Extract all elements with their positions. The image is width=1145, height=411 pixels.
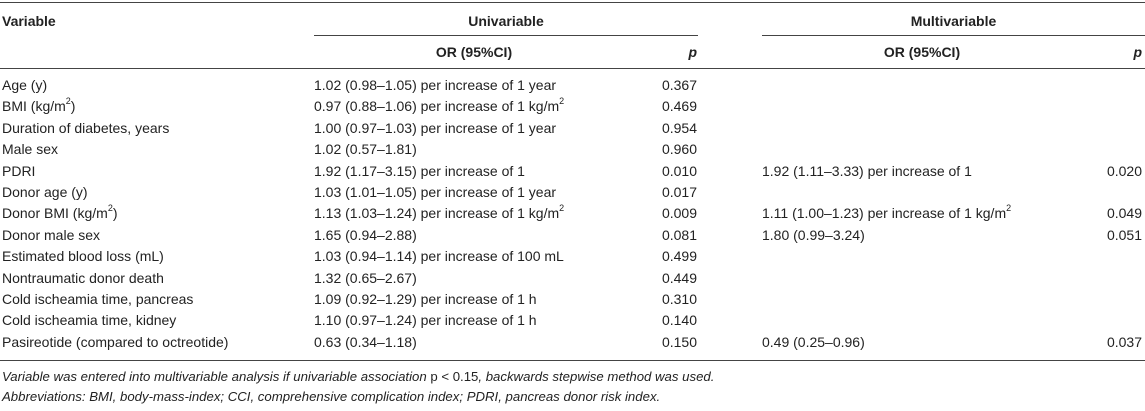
multivariable-underline: [762, 35, 1145, 36]
cell-uni-p: 0.017: [661, 184, 697, 200]
cell-variable: Duration of diabetes, years: [2, 120, 170, 136]
cell-uni-p: 0.499: [661, 248, 697, 264]
cell-variable: Cold ischeamia time, kidney: [2, 312, 177, 328]
cell-uni-p: 0.010: [661, 163, 697, 179]
header-uni-p: p: [688, 44, 697, 60]
cell-multi-p: 0.037: [1106, 334, 1142, 350]
cell-variable: Age (y): [2, 77, 48, 93]
table-bottom-rule: [0, 360, 1145, 361]
cell-uni-p: 0.081: [661, 227, 697, 243]
cell-variable: BMI (kg/m2): [2, 96, 76, 114]
cell-multi-or: 1.11 (1.00–1.23) per increase of 1 kg/m2: [762, 203, 1012, 221]
cell-uni-or: 1.13 (1.03–1.24) per increase of 1 kg/m2: [314, 203, 565, 221]
cell-variable: Male sex: [2, 141, 59, 157]
cell-uni-p: 0.449: [661, 270, 697, 286]
cell-multi-or: 1.92 (1.11–3.33) per increase of 1: [762, 163, 972, 179]
cell-variable: Estimated blood loss (mL): [2, 248, 164, 264]
cell-uni-p: 0.150: [661, 334, 697, 350]
cell-multi-p: 0.051: [1106, 227, 1142, 243]
header-uni-or-ci: OR (95%CI): [435, 44, 513, 60]
cell-uni-or: 1.65 (0.94–2.88): [314, 227, 417, 243]
cell-variable: Nontraumatic donor death: [2, 270, 164, 286]
cell-uni-or: 0.63 (0.34–1.18): [314, 334, 417, 350]
header-multi-or-ci: OR (95%CI): [883, 44, 961, 60]
cell-uni-or: 1.09 (0.92–1.29) per increase of 1 h: [314, 291, 537, 307]
cell-variable: Donor BMI (kg/m2): [2, 203, 118, 221]
cell-uni-p: 0.310: [661, 291, 697, 307]
cell-uni-p: 0.367: [661, 77, 697, 93]
cell-uni-p: 0.009: [661, 205, 697, 221]
cell-uni-or: 1.02 (0.98–1.05) per increase of 1 year: [314, 77, 557, 93]
cell-uni-or: 0.97 (0.88–1.06) per increase of 1 kg/m2: [314, 96, 565, 114]
table-top-rule: [0, 2, 1145, 3]
cell-multi-or: 1.80 (0.99–3.24): [762, 227, 865, 243]
cell-multi-p: 0.049: [1106, 205, 1142, 221]
cell-uni-or: 1.02 (0.57–1.81): [314, 141, 417, 157]
univariable-underline: [314, 35, 698, 36]
cell-uni-or: 1.00 (0.97–1.03) per increase of 1 year: [314, 120, 557, 136]
footnote-method: Variable was entered into multivariable …: [2, 369, 715, 384]
cell-uni-or: 1.03 (0.94–1.14) per increase of 100 mL: [314, 248, 564, 264]
header-bottom-rule: [0, 68, 1145, 69]
cell-multi-or: 0.49 (0.25–0.96): [762, 334, 865, 350]
header-multivariable: Multivariable: [910, 13, 997, 29]
cell-uni-p: 0.469: [661, 98, 697, 114]
cell-multi-p: 0.020: [1106, 163, 1142, 179]
cell-variable: PDRI: [2, 163, 36, 179]
footnote-abbreviations: Abbreviations: BMI, body-mass-index; CCI…: [2, 389, 661, 404]
cell-variable: Donor age (y): [2, 184, 88, 200]
cell-uni-or: 1.03 (1.01–1.05) per increase of 1 year: [314, 184, 557, 200]
header-variable: Variable: [2, 13, 56, 29]
cell-uni-or: 1.92 (1.17–3.15) per increase of 1: [314, 163, 525, 179]
cell-uni-p: 0.960: [661, 141, 697, 157]
cell-uni-p: 0.954: [661, 120, 697, 136]
header-univariable: Univariable: [468, 13, 544, 29]
cell-variable: Donor male sex: [2, 227, 101, 243]
cell-uni-or: 1.32 (0.65–2.67): [314, 270, 417, 286]
cell-variable: Pasireotide (compared to octreotide): [2, 334, 229, 350]
header-multi-p: p: [1133, 44, 1142, 60]
cell-variable: Cold ischeamia time, pancreas: [2, 291, 194, 307]
cell-uni-or: 1.10 (0.97–1.24) per increase of 1 h: [314, 312, 537, 328]
cell-uni-p: 0.140: [661, 312, 697, 328]
